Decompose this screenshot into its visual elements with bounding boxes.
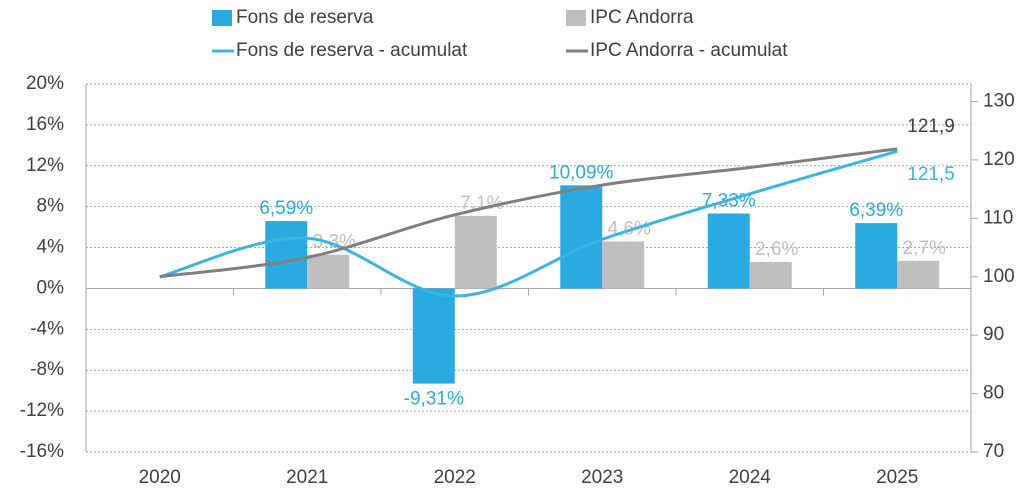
- x-tick-label: 2020: [139, 467, 181, 488]
- legend-label: Fons de reserva: [236, 7, 374, 28]
- y-tick-label: 20%: [26, 73, 64, 94]
- x-tick-label: 2021: [286, 467, 328, 488]
- bar: [265, 221, 308, 289]
- y-tick-label: 16%: [26, 114, 64, 135]
- data-label: -9,31%: [404, 389, 464, 410]
- line: [159, 147, 898, 279]
- bar: [855, 223, 898, 289]
- bar: [307, 254, 350, 289]
- y-tick-label: 0%: [37, 277, 65, 298]
- bar: [897, 260, 940, 289]
- legend-label: Fons de reserva - acumulat: [236, 40, 468, 61]
- y-tick-label: -8%: [30, 359, 64, 380]
- y2-tick-label: 130: [983, 91, 1015, 112]
- line: [159, 149, 898, 298]
- bar: [560, 185, 603, 289]
- data-label: 7,1%: [460, 193, 503, 214]
- y-tick-label: 12%: [26, 155, 64, 176]
- y2-tick-label: 70: [983, 441, 1004, 462]
- data-label: 6,39%: [849, 200, 903, 221]
- data-label: 2,7%: [903, 238, 946, 259]
- y-tick-label: -4%: [30, 318, 64, 339]
- y2-tick-label: 100: [983, 266, 1015, 287]
- bar: [707, 213, 750, 289]
- x-tick-label: 2022: [434, 467, 476, 488]
- x-tick-label: 2024: [729, 467, 772, 488]
- legend-label: IPC Andorra - acumulat: [590, 40, 788, 61]
- bar: [749, 261, 792, 289]
- data-label: 2,6%: [755, 239, 798, 260]
- y2-tick-label: 90: [983, 324, 1004, 345]
- data-label: 121,5: [907, 164, 955, 185]
- legend-label: IPC Andorra: [590, 7, 694, 28]
- data-label: 6,59%: [259, 198, 313, 219]
- y2-tick-label: 110: [983, 207, 1013, 228]
- y-tick-label: -12%: [20, 400, 64, 421]
- x-tick-label: 2025: [876, 467, 918, 488]
- legend-swatch: [566, 10, 586, 26]
- y2-tick-label: 120: [983, 149, 1015, 170]
- y2-tick-label: 80: [983, 383, 1004, 404]
- bar: [454, 215, 497, 289]
- data-label: 121,9: [907, 116, 955, 137]
- bar: [602, 241, 645, 289]
- bar: [412, 288, 455, 384]
- y-tick-label: 8%: [37, 196, 65, 217]
- y-tick-label: -16%: [20, 441, 64, 462]
- legend-swatch: [212, 10, 232, 26]
- y-tick-label: 4%: [37, 237, 65, 258]
- x-tick-label: 2023: [581, 467, 623, 488]
- data-label: 10,09%: [549, 162, 614, 183]
